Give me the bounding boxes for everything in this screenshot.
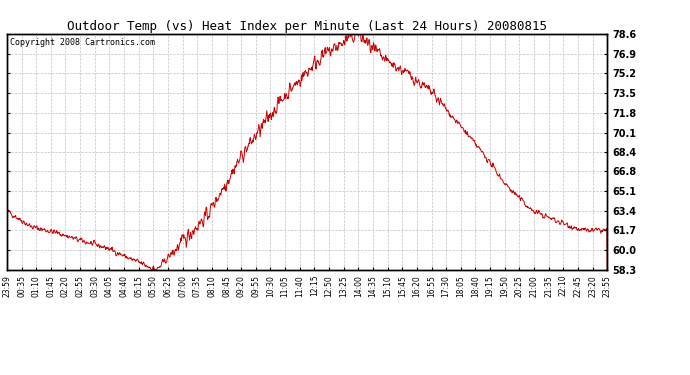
Text: Copyright 2008 Cartronics.com: Copyright 2008 Cartronics.com	[10, 39, 155, 48]
Title: Outdoor Temp (vs) Heat Index per Minute (Last 24 Hours) 20080815: Outdoor Temp (vs) Heat Index per Minute …	[67, 20, 547, 33]
